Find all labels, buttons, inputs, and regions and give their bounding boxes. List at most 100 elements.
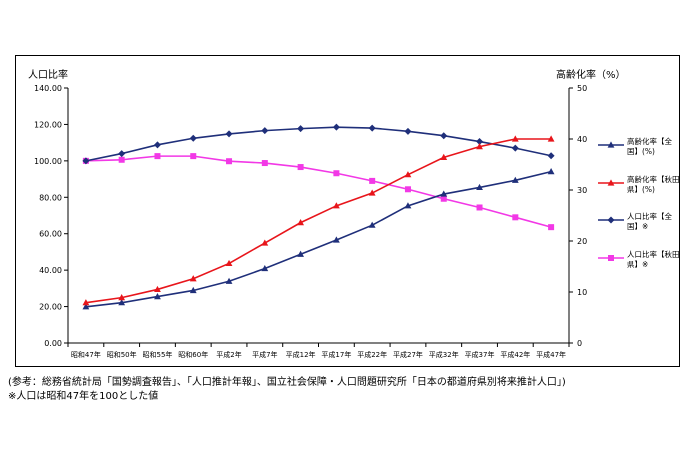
y-left-tick-label: 0.00: [44, 339, 62, 348]
legend-label: 人口比率【全: [627, 211, 672, 221]
x-tick-label: 平成17年: [321, 350, 351, 359]
data-point-diamond: [261, 127, 269, 135]
y-left-tick-label: 40.00: [39, 266, 62, 275]
x-tick-label: 平成2年: [216, 350, 241, 359]
data-point-diamond: [511, 144, 519, 152]
y-right-tick-label: 0: [577, 339, 582, 348]
data-point-triangle: [332, 202, 340, 209]
legend-label: 県】(%): [627, 185, 655, 194]
x-tick-label: 平成37年: [465, 350, 495, 359]
data-point-triangle: [547, 135, 555, 142]
data-point-triangle: [476, 183, 483, 191]
data-point-diamond: [368, 124, 376, 132]
y-right-tick-label: 50: [577, 84, 587, 93]
data-point-square: [297, 164, 304, 171]
data-point-triangle: [332, 236, 340, 243]
data-point-triangle: [118, 294, 126, 301]
x-tick-label: 平成32年: [429, 350, 459, 359]
x-tick-label: 平成47年: [536, 350, 566, 359]
data-point-triangle: [511, 176, 519, 183]
data-point-square: [369, 177, 376, 184]
data-point-diamond: [404, 127, 412, 135]
data-point-triangle: [82, 303, 90, 310]
data-point-triangle: [368, 189, 376, 196]
y-left-tick-label: 100.00: [34, 157, 62, 166]
data-point-diamond: [225, 130, 233, 138]
data-point-triangle: [297, 219, 305, 226]
y-right-tick-label: 30: [577, 186, 587, 195]
data-point-triangle: [297, 250, 305, 257]
y-right-tick-label: 20: [577, 237, 587, 246]
series-2: [82, 135, 555, 306]
data-point-square: [226, 158, 233, 165]
data-point-triangle: [154, 285, 161, 293]
data-point-diamond: [440, 132, 448, 140]
x-tick-label: 昭和60年: [178, 350, 208, 359]
data-point-triangle: [82, 299, 90, 306]
series-3: [82, 123, 555, 165]
data-point-diamond: [82, 157, 90, 165]
data-point-square: [440, 195, 447, 202]
footnote: ※人口は昭和47年を100とした値: [8, 391, 159, 402]
y-left-tick-label: 20.00: [39, 303, 62, 312]
axes: 0.00 20.00 40.00 60.00 80.00 100.00 120.00 140.…: [34, 84, 587, 359]
data-point-square: [608, 255, 614, 261]
legend-label: 高齢化率【秋田: [627, 174, 680, 184]
data-point-triangle: [511, 135, 519, 142]
y-axis-right-label: 高齢化率（%）: [556, 68, 626, 81]
x-tick-label: 昭和47年: [71, 350, 101, 359]
data-point-diamond: [332, 123, 340, 131]
legend-label: 国】※: [627, 222, 648, 231]
y-left-tick-label: 60.00: [39, 230, 62, 239]
legend-label: 高齢化率【全: [627, 136, 672, 146]
data-point-diamond: [547, 152, 555, 160]
legend-label: 人口比率【秋田: [627, 249, 680, 259]
data-point-triangle: [607, 179, 615, 186]
data-point-diamond: [189, 134, 197, 142]
data-point-triangle: [368, 221, 376, 228]
data-point-triangle: [118, 299, 126, 306]
data-point-triangle: [440, 190, 448, 197]
legend: 高齢化率【全国】(%) 高齢化率【秋田県】(%) 人口比率【全国】※ 人口比率【秋田県…: [598, 136, 680, 269]
data-point-triangle: [225, 259, 233, 267]
series-layer: [82, 123, 555, 310]
data-point-triangle: [261, 264, 269, 272]
data-point-square: [404, 186, 411, 193]
y-right-tick-label: 10: [577, 288, 587, 297]
legend-item-3: 人口比率【全国】※: [598, 211, 672, 231]
data-point-square: [476, 204, 483, 211]
data-point-triangle: [189, 275, 197, 282]
legend-item-1: 高齢化率【全国】(%): [598, 136, 672, 156]
x-tick-label: 平成7年: [252, 350, 277, 359]
data-point-square: [512, 214, 519, 221]
data-point-diamond: [153, 141, 161, 149]
y-axis-left-label: 人口比率: [28, 68, 68, 81]
x-tick-label: 平成42年: [500, 350, 530, 359]
y-left-tick-label: 120.00: [34, 120, 62, 129]
y-right-tick-label: 40: [577, 135, 587, 144]
data-point-diamond: [297, 125, 305, 133]
data-point-diamond: [118, 150, 126, 158]
data-point-square: [548, 224, 555, 231]
data-point-triangle: [404, 202, 412, 209]
chart-frame: [15, 55, 680, 367]
source-note: (参考：総務省統計局「国勢調査報告」、「人口推計年報」、国立社会保障・人口問題研…: [8, 377, 566, 388]
data-point-triangle: [261, 239, 269, 246]
data-point-triangle: [225, 277, 233, 284]
y-left-tick-label: 80.00: [39, 193, 62, 202]
series-line: [85, 155, 552, 228]
x-tick-label: 平成12年: [286, 350, 316, 359]
data-point-triangle: [154, 292, 161, 300]
data-point-square: [190, 153, 197, 160]
series-line: [85, 138, 552, 304]
y-left-tick-label: 140.00: [34, 84, 62, 93]
data-point-square: [333, 170, 340, 177]
legend-item-2: 高齢化率【秋田県】(%): [598, 174, 680, 194]
series-1: [82, 168, 555, 310]
x-tick-label: 平成27年: [393, 350, 423, 359]
series-line: [85, 170, 552, 308]
legend-label: 県】※: [627, 260, 648, 269]
data-point-diamond: [607, 216, 615, 224]
data-point-triangle: [404, 171, 412, 178]
